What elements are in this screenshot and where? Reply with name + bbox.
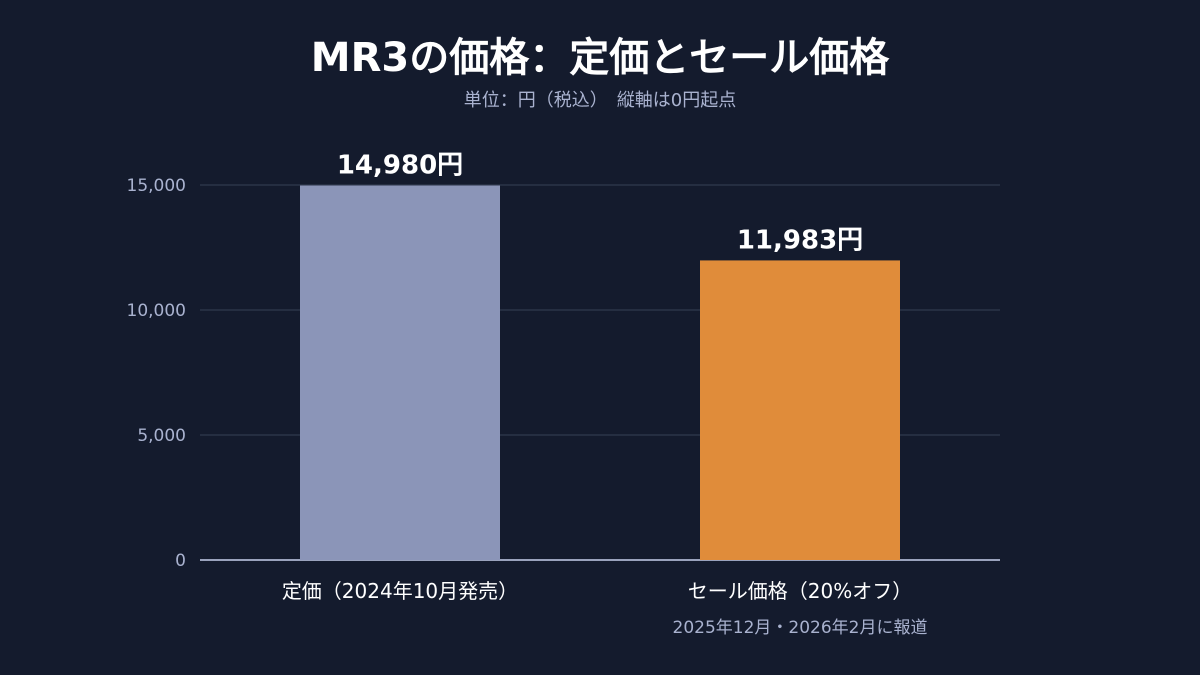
y-tick-label: 10,000 [127,301,186,321]
y-tick-label: 0 [175,551,186,571]
chart-title: MR3の価格：定価とセール価格 [310,35,890,81]
y-tick-label: 15,000 [127,176,186,196]
y-tick-label: 5,000 [137,426,186,446]
x-category-label: セール価格（20%オフ） [688,579,912,603]
x-category-label: 定価（2024年10月発売） [282,579,518,603]
bar [700,260,900,560]
chart-subtitle: 単位：円（税込） 縦軸は0円起点 [463,90,737,111]
bar-value-label: 11,983円 [737,225,863,255]
bar-value-label: 14,980円 [337,151,463,181]
bar [300,185,500,560]
x-category-note: 2025年12月・2026年2月に報道 [673,618,928,638]
